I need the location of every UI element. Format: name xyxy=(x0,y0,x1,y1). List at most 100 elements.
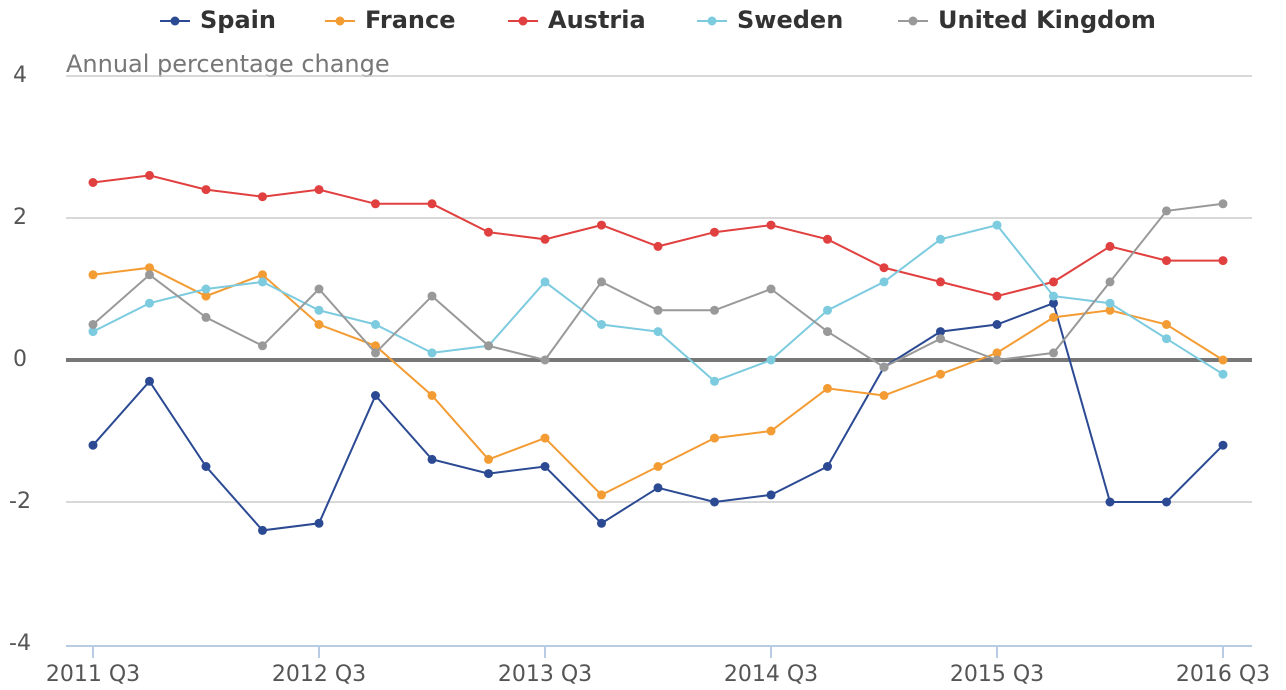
data-point xyxy=(823,462,832,471)
data-point xyxy=(710,305,719,315)
data-point xyxy=(88,270,98,280)
data-point xyxy=(766,426,776,436)
x-tick-label: 2011 Q3 xyxy=(46,662,140,687)
data-point xyxy=(1105,241,1115,251)
data-point xyxy=(936,369,945,379)
data-point xyxy=(427,454,437,464)
data-point xyxy=(1105,298,1115,308)
data-point xyxy=(710,497,719,507)
y-tick-label: -4 xyxy=(9,631,31,656)
data-point xyxy=(936,334,945,344)
data-point xyxy=(258,341,267,351)
data-point xyxy=(879,277,889,287)
data-point xyxy=(484,469,493,479)
data-point xyxy=(201,462,211,471)
data-point xyxy=(597,220,606,230)
data-point xyxy=(992,348,1002,358)
data-point xyxy=(371,348,380,358)
legend-text: United Kingdom xyxy=(938,6,1156,34)
data-point xyxy=(1218,369,1228,379)
data-point xyxy=(710,433,719,443)
legend-marker xyxy=(908,16,918,26)
legend-marker xyxy=(518,16,528,26)
data-point xyxy=(936,234,945,244)
x-tick-label: 2015 Q3 xyxy=(950,662,1044,687)
data-point xyxy=(314,518,324,528)
data-point xyxy=(597,490,606,500)
data-point xyxy=(766,284,776,294)
data-point xyxy=(145,170,154,180)
data-point xyxy=(653,483,663,493)
legend-text: France xyxy=(365,6,455,34)
data-point xyxy=(201,291,211,301)
data-point xyxy=(1218,440,1228,450)
data-point xyxy=(1218,256,1228,266)
data-point xyxy=(936,277,945,287)
data-point xyxy=(1105,305,1115,315)
data-point xyxy=(1162,497,1171,507)
data-point xyxy=(258,270,267,280)
data-point xyxy=(145,263,154,273)
data-point xyxy=(314,305,324,315)
data-point xyxy=(653,462,663,471)
data-point xyxy=(653,327,663,337)
data-point xyxy=(314,284,324,294)
data-point xyxy=(653,241,663,251)
data-point xyxy=(1218,199,1228,209)
data-point xyxy=(258,277,267,287)
data-point xyxy=(88,178,98,187)
data-point xyxy=(201,312,211,322)
data-point xyxy=(484,454,493,464)
data-point xyxy=(597,277,606,287)
data-point xyxy=(88,327,98,337)
series-line xyxy=(92,301,1224,532)
data-point xyxy=(540,433,550,443)
data-point xyxy=(992,320,1002,329)
data-point xyxy=(1162,206,1171,216)
y-tick-label: -2 xyxy=(9,489,31,514)
data-point xyxy=(201,185,211,195)
data-point xyxy=(88,320,98,329)
data-point xyxy=(992,291,1002,301)
data-point xyxy=(823,327,832,337)
data-point xyxy=(766,355,776,365)
data-point xyxy=(597,320,606,329)
data-point xyxy=(936,327,945,337)
legend-text: Sweden xyxy=(737,6,843,34)
legend-marker xyxy=(707,16,717,26)
data-point xyxy=(710,376,719,386)
data-point xyxy=(823,305,832,315)
x-tick-label: 2016 Q3 xyxy=(1176,662,1270,687)
legend-text: Spain xyxy=(200,6,276,34)
data-point xyxy=(1049,291,1058,301)
legend-text: Austria xyxy=(548,6,646,34)
data-point xyxy=(1049,298,1058,308)
data-point xyxy=(427,199,437,209)
data-point xyxy=(1105,277,1115,287)
data-point xyxy=(314,320,324,329)
data-point xyxy=(371,320,380,329)
data-point xyxy=(1105,497,1115,507)
data-point xyxy=(992,220,1002,230)
data-point xyxy=(1162,256,1171,266)
data-point xyxy=(258,525,267,535)
data-point xyxy=(766,490,776,500)
data-point xyxy=(1049,348,1058,358)
x-tick-label: 2013 Q3 xyxy=(498,662,592,687)
data-point xyxy=(427,348,437,358)
data-point xyxy=(597,518,606,528)
data-point xyxy=(879,391,889,400)
data-point xyxy=(145,298,154,308)
data-point xyxy=(823,234,832,244)
data-point xyxy=(484,341,493,351)
y-tick-label: 2 xyxy=(13,205,27,230)
x-tick-label: 2014 Q3 xyxy=(724,662,818,687)
x-tick-label: 2012 Q3 xyxy=(272,662,366,687)
data-point xyxy=(992,355,1002,365)
y-tick-label: 4 xyxy=(13,63,27,88)
data-point xyxy=(540,277,550,287)
data-point xyxy=(88,440,98,450)
data-point xyxy=(371,391,380,400)
legend-marker xyxy=(335,16,345,26)
